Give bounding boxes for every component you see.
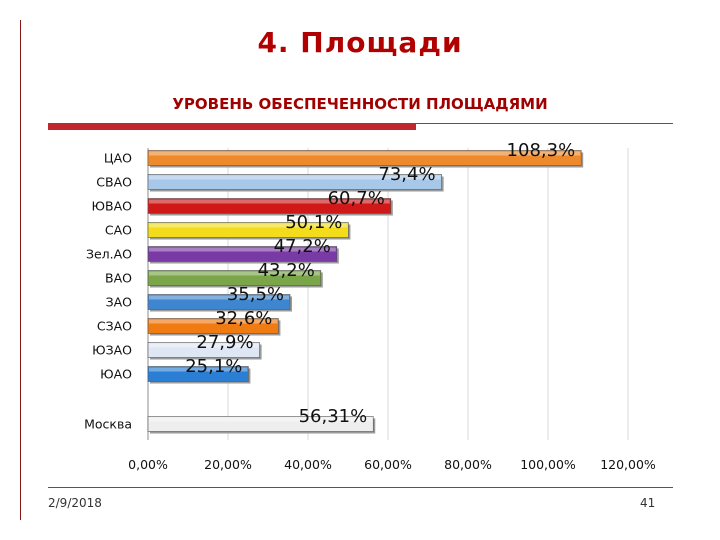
title-rule-thick [48, 124, 416, 130]
x-tick-label: 40,00% [284, 457, 332, 472]
bar [147, 246, 338, 262]
category-label: ЮВАО [92, 199, 133, 214]
category-label: ЮАО [100, 367, 132, 382]
data-label: 108,3% [507, 140, 576, 161]
data-label: 43,2% [258, 260, 315, 281]
x-tick-label: 60,00% [364, 457, 412, 472]
bar [147, 416, 374, 432]
bar-highlight [149, 343, 259, 348]
bar-highlight [149, 417, 373, 422]
bar-highlight [149, 319, 278, 324]
footer-date: 2/9/2018 [48, 496, 102, 510]
data-label: 27,9% [196, 332, 253, 353]
bar [147, 150, 582, 166]
data-label: 32,6% [215, 308, 272, 329]
bar-highlight [149, 175, 441, 180]
bar [147, 222, 349, 238]
bar [147, 198, 392, 214]
bar-highlight [149, 295, 289, 300]
bar-highlight [149, 247, 336, 252]
category-label: Зел.АО [86, 247, 132, 262]
bar-highlight [149, 271, 320, 276]
category-label: ВАО [105, 271, 132, 286]
category-label: ЦАО [104, 151, 132, 166]
category-label: Москва [84, 417, 132, 432]
data-label: 73,4% [378, 164, 435, 185]
bar [147, 174, 442, 190]
bar [147, 294, 291, 310]
page-number: 41 [640, 496, 656, 510]
data-label: 47,2% [274, 236, 331, 257]
x-tick-label: 100,00% [520, 457, 576, 472]
bar [147, 270, 322, 286]
bar-highlight [149, 223, 348, 228]
x-tick-label: 120,00% [600, 457, 656, 472]
category-label: САО [105, 223, 132, 238]
category-label: ЮЗАО [92, 343, 132, 358]
category-label: СВАО [96, 175, 132, 190]
bar-highlight [149, 199, 390, 204]
category-label: ЗАО [106, 295, 133, 310]
slide-frame-line [20, 20, 21, 520]
x-tick-label: 20,00% [204, 457, 252, 472]
data-label: 25,1% [185, 356, 242, 377]
bar [147, 366, 249, 382]
category-label: СЗАО [97, 319, 132, 334]
data-label: 60,7% [328, 188, 385, 209]
bar [147, 318, 279, 334]
x-tick-label: 0,00% [128, 457, 168, 472]
chart-title: УРОВЕНЬ ОБЕСПЕЧЕННОСТИ ПЛОЩАДЯМИ [172, 95, 548, 113]
slide-title: 4. Площади [257, 26, 463, 59]
bar-highlight [149, 367, 248, 372]
data-label: 35,5% [227, 284, 284, 305]
data-label: 56,31% [299, 406, 368, 427]
title-rule-thin [48, 123, 673, 124]
x-tick-label: 80,00% [444, 457, 492, 472]
data-label: 50,1% [285, 212, 342, 233]
bar [147, 342, 260, 358]
bar-highlight [149, 151, 581, 156]
footer-rule [48, 487, 673, 488]
